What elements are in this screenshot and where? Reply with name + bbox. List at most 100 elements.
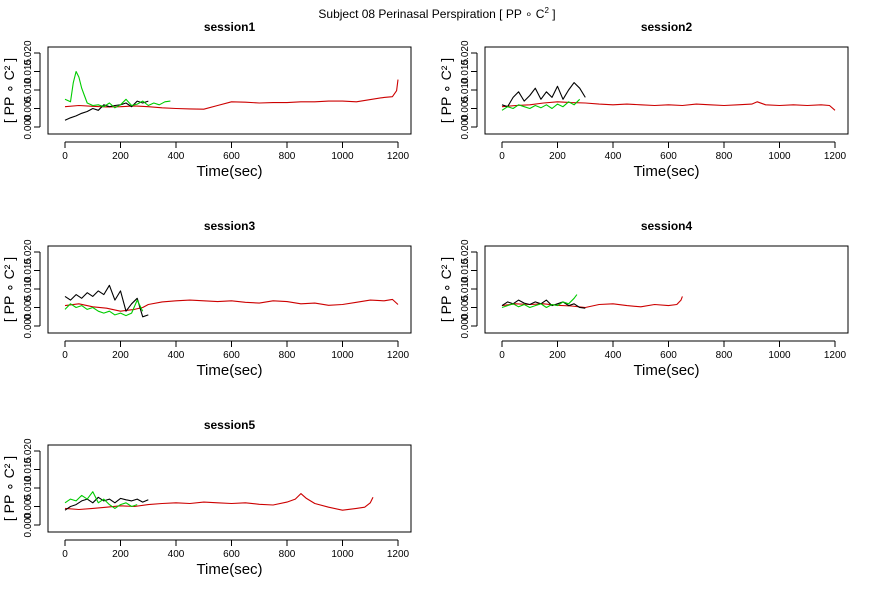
y-tick-label: 0.020: [23, 438, 34, 463]
y-tick-label: 0.015: [23, 59, 34, 84]
plot-frame: [47, 444, 412, 533]
series-line-black: [501, 82, 586, 108]
series-line-black: [64, 284, 149, 318]
x-tick-label: 1200: [824, 350, 847, 361]
panel-title: session5: [204, 418, 256, 432]
series-line-red: [501, 101, 836, 111]
y-tick-label: 0.000: [23, 512, 34, 537]
figure-title-end: ]: [549, 7, 556, 21]
series-line-red: [64, 298, 399, 312]
y-tick-label: 0.000: [460, 114, 471, 139]
x-tick-label: 200: [549, 151, 566, 162]
y-tick-label: 0.020: [460, 40, 471, 65]
x-tick-label: 800: [279, 151, 296, 162]
series-line-green: [64, 70, 171, 109]
x-tick-label: 1200: [387, 151, 410, 162]
x-tick-label: 400: [168, 549, 185, 560]
x-tick-label: 1000: [331, 350, 354, 361]
series-line-red: [64, 493, 374, 511]
x-tick-label: 0: [62, 350, 68, 361]
x-tick-label: 400: [605, 350, 622, 361]
x-tick-label: 1200: [387, 350, 410, 361]
panel-session2: session2 0 200 400 600 800 1000 1200 Time(sec) 0.…: [438, 20, 849, 180]
x-tick-label: 1200: [387, 549, 410, 560]
x-tick-label: 400: [168, 350, 185, 361]
x-tick-label: 0: [62, 151, 68, 162]
x-tick-label: 1200: [824, 151, 847, 162]
y-tick-label: 0.005: [23, 494, 34, 519]
y-axis-label: [ PP ∘ C² ]: [438, 58, 454, 123]
figure-title: Subject 08 Perinasal Perspiration [ PP ∘…: [318, 6, 555, 21]
panel-title: session2: [641, 20, 693, 34]
series-line-black: [501, 299, 586, 309]
x-tick-label: 0: [499, 151, 505, 162]
x-tick-label: 600: [660, 350, 677, 361]
panel-title: session3: [204, 219, 256, 233]
y-axis-label: [ PP ∘ C² ]: [1, 456, 17, 521]
x-tick-label: 1000: [768, 151, 791, 162]
panel-session5: session5 0 200 400 600 800 1000 1200 Time(sec) 0.…: [1, 418, 412, 578]
panel-title: session4: [641, 219, 693, 233]
y-tick-label: 0.005: [460, 295, 471, 320]
x-tick-label: 800: [716, 350, 733, 361]
y-axis-label: [ PP ∘ C² ]: [1, 257, 17, 322]
x-tick-label: 600: [660, 151, 677, 162]
x-tick-label: 800: [716, 151, 733, 162]
y-tick-label: 0.015: [460, 258, 471, 283]
x-axis-label: Time(sec): [196, 163, 262, 180]
plot-frame: [47, 46, 412, 135]
x-axis-label: Time(sec): [633, 163, 699, 180]
panel-title: session1: [204, 20, 256, 34]
panel-session4: session4 0 200 400 600 800 1000 1200 Time(sec) 0.…: [438, 219, 849, 379]
series-line-green: [64, 491, 138, 509]
series-line-red: [64, 79, 399, 110]
x-tick-label: 400: [605, 151, 622, 162]
y-axis-label: [ PP ∘ C² ]: [438, 257, 454, 322]
y-tick-label: 0.020: [460, 239, 471, 264]
y-tick-label: 0.010: [23, 77, 34, 102]
x-tick-label: 600: [223, 350, 240, 361]
y-tick-label: 0.005: [23, 96, 34, 121]
x-tick-label: 1000: [768, 350, 791, 361]
y-tick-label: 0.015: [23, 258, 34, 283]
y-tick-label: 0.020: [23, 40, 34, 65]
series-line-green: [501, 98, 581, 111]
y-tick-label: 0.015: [23, 457, 34, 482]
y-tick-label: 0.010: [460, 77, 471, 102]
x-tick-label: 400: [168, 151, 185, 162]
y-axis-label: [ PP ∘ C² ]: [1, 58, 17, 123]
x-tick-label: 0: [499, 350, 505, 361]
plot-frame: [484, 46, 849, 135]
y-tick-label: 0.000: [23, 114, 34, 139]
x-tick-label: 200: [112, 549, 129, 560]
plot-frame: [484, 245, 849, 334]
x-tick-label: 1000: [331, 549, 354, 560]
y-tick-label: 0.020: [23, 239, 34, 264]
figure-title-main: Subject 08 Perinasal Perspiration [ PP ∘…: [318, 7, 544, 21]
figure-title-sup: 2: [544, 6, 549, 15]
series-line-green: [501, 294, 578, 309]
x-axis-label: Time(sec): [633, 362, 699, 379]
y-tick-label: 0.000: [460, 313, 471, 338]
panel-session3: session3 0 200 400 600 800 1000 1200 Time(sec) 0.…: [1, 219, 412, 379]
panels: session1 0 200 400 600 800 1000 1200 Time(sec) 0.…: [1, 20, 849, 578]
x-tick-label: 1000: [331, 151, 354, 162]
plot-frame: [47, 245, 412, 334]
x-axis-label: Time(sec): [196, 561, 262, 578]
panel-session1: session1 0 200 400 600 800 1000 1200 Time(sec) 0.…: [1, 20, 412, 180]
series-line-black: [64, 496, 149, 511]
x-tick-label: 800: [279, 350, 296, 361]
series-line-black: [64, 100, 149, 121]
series-line-red: [501, 296, 683, 309]
y-tick-label: 0.010: [23, 276, 34, 301]
x-axis-label: Time(sec): [196, 362, 262, 379]
y-tick-label: 0.005: [23, 295, 34, 320]
x-tick-label: 0: [62, 549, 68, 560]
x-tick-label: 200: [112, 151, 129, 162]
y-tick-label: 0.010: [23, 475, 34, 500]
x-tick-label: 600: [223, 549, 240, 560]
x-tick-label: 800: [279, 549, 296, 560]
x-tick-label: 200: [549, 350, 566, 361]
x-tick-label: 200: [112, 350, 129, 361]
